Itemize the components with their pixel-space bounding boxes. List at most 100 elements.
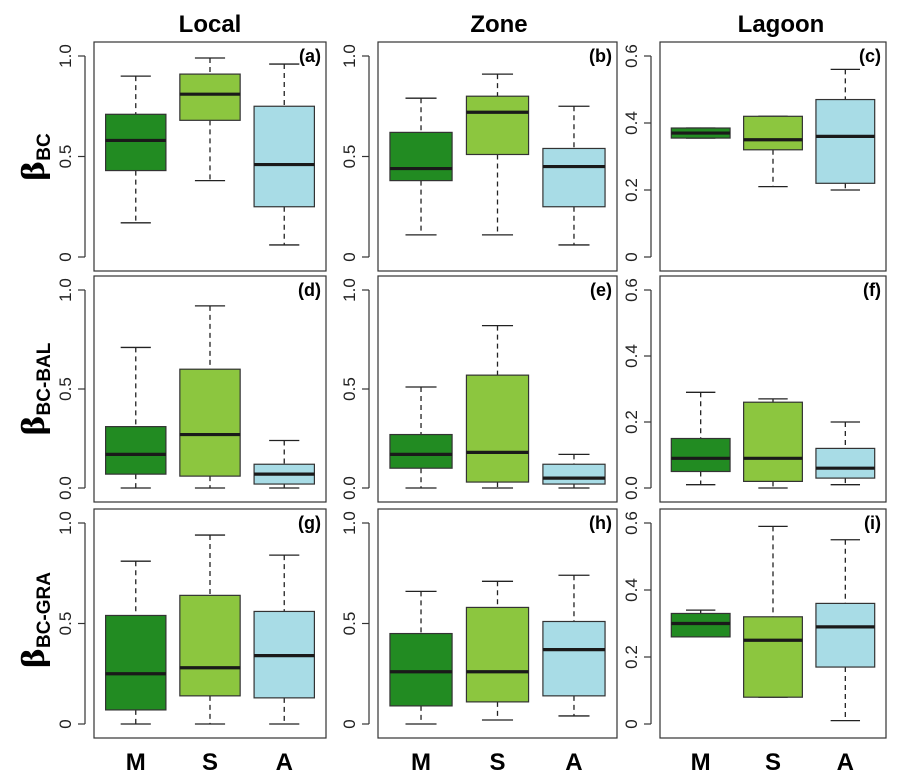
x-label-A: A: [837, 749, 854, 776]
box-A: [253, 439, 316, 489]
y-tick-label: 0.0: [340, 476, 359, 500]
box-iqr: [389, 632, 453, 707]
x-label-M: M: [691, 749, 711, 776]
x-label-M: M: [126, 749, 146, 776]
y-tick-label: 0.2: [622, 410, 641, 434]
row-labels: βBC βBC-BAL βBC-GRA: [17, 133, 55, 668]
box-iqr: [743, 115, 803, 151]
y-tick-label: 1.0: [340, 44, 359, 68]
panel-a: 0 0.5 1.0 (a): [56, 41, 327, 272]
box-A: [542, 453, 606, 489]
row-label-bc-bal-symbol: β: [17, 415, 52, 435]
y-tick-label: 0.0: [56, 476, 75, 500]
box-M: [670, 391, 731, 486]
panel-d: 0.0 0.5 1.0 (d): [56, 275, 327, 503]
panels: 0 0.5 1.0 (a) 0 0.5 1.0 (b) 0 0.2 0.4 0.6 (c) 0.0 0.5 1…: [56, 41, 887, 739]
box-iqr: [542, 620, 606, 697]
box-iqr: [253, 105, 316, 208]
box-S: [465, 324, 530, 489]
box-A: [253, 63, 316, 246]
box-iqr: [389, 131, 453, 182]
box-S: [179, 57, 241, 182]
panel-frame: [93, 275, 327, 503]
box-iqr: [542, 463, 606, 485]
box-M: [104, 75, 167, 224]
y-tick-label: 0.5: [56, 145, 75, 169]
panel-frame: [377, 41, 618, 272]
column-title-local: Local: [179, 11, 242, 38]
box-iqr: [389, 433, 453, 469]
box-M: [389, 97, 453, 236]
y-tick-label: 0: [340, 252, 359, 261]
box-S: [743, 398, 803, 489]
y-tick-label: 0.5: [340, 612, 359, 636]
box-S: [743, 525, 803, 698]
panel-frame: [659, 508, 887, 739]
row-label-bc-symbol: β: [17, 161, 52, 181]
y-tick-label: 0.5: [340, 377, 359, 401]
box-iqr: [815, 98, 876, 184]
y-tick-label: 0.4: [622, 578, 641, 602]
box-M: [104, 346, 167, 489]
panel-label: (a): [299, 46, 321, 66]
box-iqr: [815, 602, 876, 668]
panel-label: (e): [590, 280, 612, 300]
y-tick-label: 0.2: [622, 178, 641, 202]
panel-b: 0 0.5 1.0 (b): [340, 41, 618, 272]
y-tick-label: 1.0: [56, 278, 75, 302]
row-label-bc: βBC: [17, 133, 55, 181]
y-tick-label: 0.4: [622, 344, 641, 368]
box-M: [670, 127, 731, 139]
y-tick-label: 0.6: [622, 511, 641, 535]
y-tick-label: 1.0: [56, 44, 75, 68]
panel-label: (c): [859, 46, 881, 66]
row-label-bc-gra: βBC-GRA: [17, 572, 55, 668]
row-label-bc-gra-symbol: β: [17, 648, 52, 668]
box-iqr: [179, 73, 241, 121]
column-title-zone: Zone: [470, 11, 527, 38]
box-iqr: [104, 113, 167, 172]
y-tick-label: 1.0: [340, 511, 359, 535]
panel-f: 0.0 0.2 0.4 0.6 (f): [622, 275, 887, 503]
y-tick-label: 0: [56, 252, 75, 261]
box-S: [465, 73, 530, 236]
panel-frame: [659, 275, 887, 503]
box-iqr: [542, 147, 606, 208]
box-A: [815, 421, 876, 486]
column-titles: Local Zone Lagoon: [179, 11, 825, 38]
panel-frame: [93, 508, 327, 739]
panel-frame: [377, 275, 618, 503]
panel-g: 0 0.5 1.0 (g): [56, 508, 327, 739]
box-iqr: [743, 401, 803, 483]
box-A: [815, 539, 876, 722]
y-tick-label: 1.0: [56, 511, 75, 535]
box-A: [815, 68, 876, 191]
row-label-bc-bal: βBC-BAL: [17, 342, 55, 435]
box-iqr: [104, 614, 167, 711]
box-M: [670, 609, 731, 638]
box-iqr: [743, 616, 803, 698]
box-A: [253, 554, 316, 725]
box-S: [743, 115, 803, 188]
y-tick-label: 0.6: [622, 44, 641, 68]
y-tick-label: 1.0: [340, 278, 359, 302]
panel-i: 0 0.2 0.4 0.6 (i): [622, 508, 887, 739]
panel-frame: [377, 508, 618, 739]
x-label-A: A: [276, 749, 293, 776]
y-tick-label: 0: [56, 719, 75, 728]
y-tick-label: 0.0: [622, 476, 641, 500]
column-title-lagoon: Lagoon: [738, 11, 825, 38]
panel-e: 0.0 0.5 1.0 (e): [340, 275, 618, 503]
x-label-M: M: [411, 749, 431, 776]
x-label-S: S: [489, 749, 505, 776]
panel-c: 0 0.2 0.4 0.6 (c): [622, 41, 887, 272]
y-tick-label: 0.2: [622, 645, 641, 669]
panel-label: (g): [298, 513, 321, 533]
box-iqr: [465, 374, 530, 483]
panel-frame: [93, 41, 327, 272]
box-S: [465, 580, 530, 721]
panel-label: (d): [298, 280, 321, 300]
y-tick-label: 0.5: [340, 145, 359, 169]
